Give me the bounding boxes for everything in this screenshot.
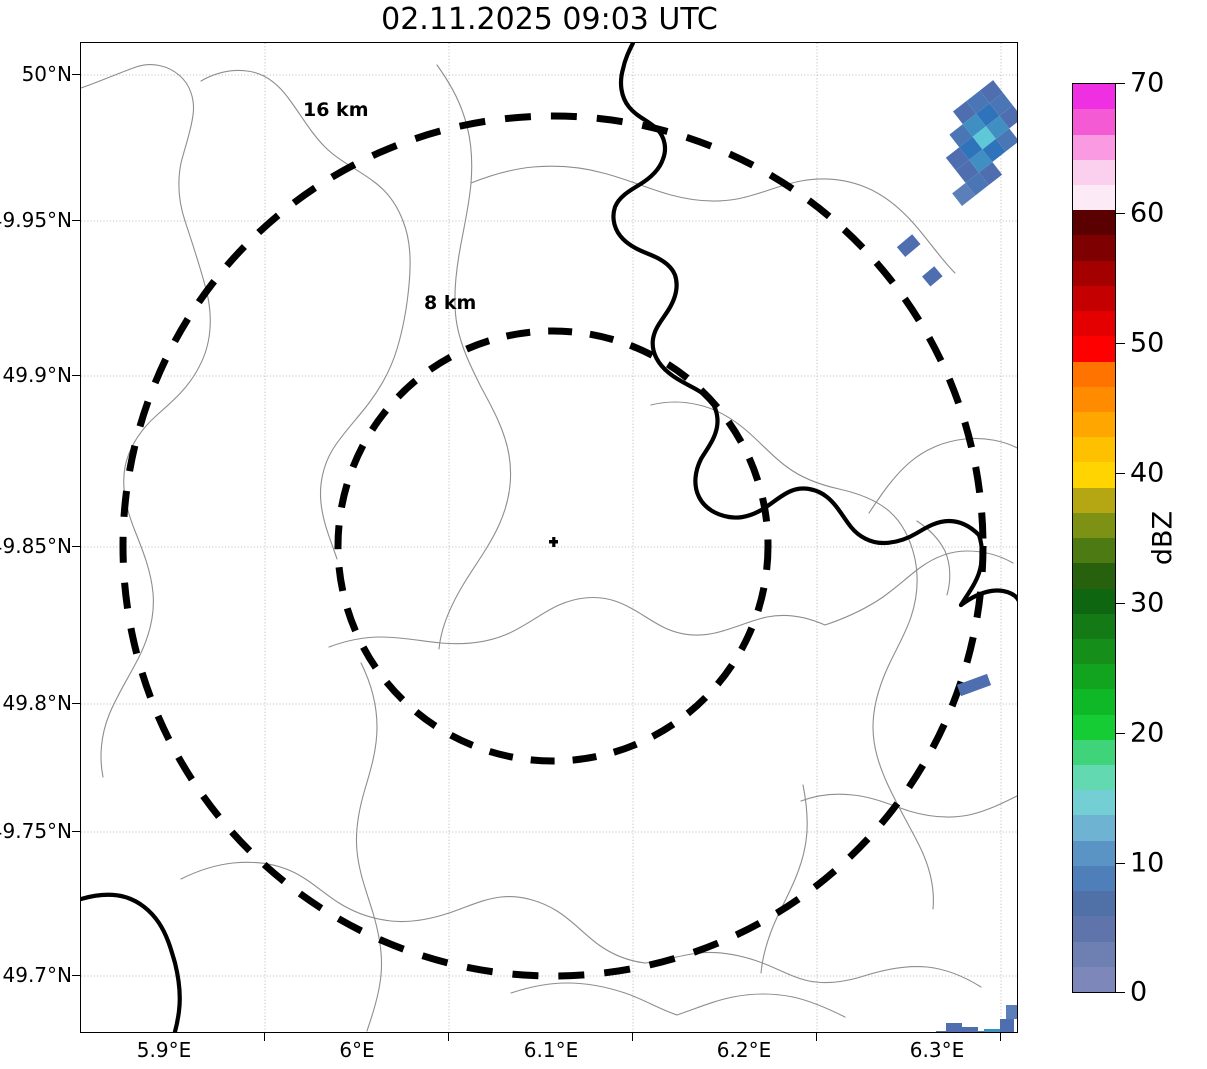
colorbar-band-23 <box>1073 386 1115 412</box>
cblabel-50: 50 <box>1130 327 1165 359</box>
range-ring-label-16km: 16 km <box>303 99 369 121</box>
xtick-mark-59 <box>264 1033 266 1041</box>
colorbar-band-22 <box>1073 411 1115 438</box>
colorbar-band-20 <box>1073 462 1115 488</box>
colorbar-band-34 <box>1073 109 1115 135</box>
ytick-label-499: 49.9°N <box>2 363 73 387</box>
colorbar-band-2 <box>1073 916 1115 942</box>
colorbar-band-17 <box>1073 538 1115 564</box>
gridlines <box>81 43 1017 1032</box>
echo-cluster-northeast <box>945 80 1017 206</box>
colorbar-band-25 <box>1073 336 1115 362</box>
colorbar-band-30 <box>1073 210 1115 236</box>
range-ring-16km <box>119 112 987 980</box>
map-plot-area[interactable] <box>80 42 1018 1033</box>
xtick-label-61: 6.1°E <box>523 1038 579 1062</box>
colorbar-band-12 <box>1073 664 1115 690</box>
colorbar-gradient <box>1072 83 1116 993</box>
cblabel-0: 0 <box>1130 976 1148 1008</box>
colorbar[interactable]: 70 60 50 40 30 20 10 0 <box>1072 68 1164 1008</box>
colorbar-band-27 <box>1073 285 1115 312</box>
colorbar-band-19 <box>1073 487 1115 513</box>
colorbar-band-3 <box>1073 891 1115 917</box>
ytick-label-50: 50°N <box>21 62 72 86</box>
range-ring-8km <box>334 327 772 765</box>
xtick-label-63: 6.3°E <box>909 1038 965 1062</box>
cbtick-0 <box>1116 992 1125 994</box>
echo-streak-east <box>956 673 992 697</box>
colorbar-band-28 <box>1073 260 1115 286</box>
cblabel-40: 40 <box>1130 457 1165 489</box>
xtick-label-59: 5.9°E <box>136 1038 192 1062</box>
cbtick-50 <box>1116 343 1125 345</box>
echo-speck-east-lower <box>922 266 943 287</box>
colorbar-band-16 <box>1073 563 1115 589</box>
ytick-mark-498 <box>72 703 80 705</box>
ytick-label-498: 49.8°N <box>2 691 73 715</box>
colorbar-band-24 <box>1073 361 1115 387</box>
cbtick-30 <box>1116 603 1125 605</box>
ytick-label-4995: 49.95°N <box>0 208 72 232</box>
cblabel-30: 30 <box>1130 587 1165 619</box>
cbtick-20 <box>1116 733 1125 735</box>
colorbar-band-1 <box>1073 941 1115 967</box>
colorbar-band-21 <box>1073 437 1115 463</box>
cblabel-70: 70 <box>1130 67 1165 99</box>
ytick-mark-4995 <box>72 220 80 222</box>
cbtick-40 <box>1116 473 1125 475</box>
figure-title: 02.11.2025 09:03 UTC <box>381 2 718 37</box>
colorbar-band-7 <box>1073 790 1115 816</box>
colorbar-band-29 <box>1073 235 1115 261</box>
range-ring-label-8km: 8 km <box>424 292 477 314</box>
cblabel-10: 10 <box>1130 847 1165 879</box>
xtick-mark-63 <box>1000 1033 1002 1041</box>
ytick-mark-497 <box>72 975 80 977</box>
radar-site-marker <box>549 537 558 547</box>
map-canvas <box>81 43 1017 1032</box>
colorbar-band-5 <box>1073 840 1115 866</box>
colorbar-band-9 <box>1073 739 1115 766</box>
echo-cluster-southeast <box>936 1005 1017 1032</box>
ytick-label-4975: 49.75°N <box>0 819 72 843</box>
colorbar-band-14 <box>1073 613 1115 639</box>
ytick-mark-499 <box>72 375 80 377</box>
colorbar-band-13 <box>1073 638 1115 665</box>
cbtick-60 <box>1116 213 1125 215</box>
ytick-mark-4985 <box>72 546 80 548</box>
ytick-label-4985: 49.85°N <box>0 534 72 558</box>
colorbar-band-33 <box>1073 134 1115 160</box>
ytick-mark-50 <box>72 74 80 76</box>
colorbar-band-15 <box>1073 588 1115 614</box>
colorbar-band-18 <box>1073 512 1115 539</box>
cbtick-70 <box>1116 83 1125 85</box>
ytick-label-497: 49.7°N <box>2 963 73 987</box>
colorbar-band-0 <box>1073 966 1115 992</box>
echo-speck-east-upper <box>896 234 921 258</box>
colorbar-band-6 <box>1073 815 1115 841</box>
colorbar-band-32 <box>1073 159 1115 185</box>
xtick-label-62: 6.2°E <box>716 1038 772 1062</box>
colorbar-band-4 <box>1073 865 1115 892</box>
xtick-mark-62 <box>816 1033 818 1041</box>
colorbar-band-11 <box>1073 689 1115 715</box>
cblabel-60: 60 <box>1130 197 1165 229</box>
colorbar-band-8 <box>1073 765 1115 791</box>
cbtick-10 <box>1116 863 1125 865</box>
colorbar-band-10 <box>1073 714 1115 740</box>
colorbar-band-31 <box>1073 185 1115 211</box>
ytick-mark-4975 <box>72 831 80 833</box>
admin-boundaries <box>81 64 1017 1032</box>
xtick-mark-60 <box>448 1033 450 1041</box>
colorbar-axis-label: dBZ <box>1147 510 1179 566</box>
xtick-label-60: 6°E <box>339 1038 375 1062</box>
national-border <box>81 43 1017 1032</box>
cblabel-20: 20 <box>1130 717 1165 749</box>
colorbar-band-35 <box>1073 84 1115 110</box>
xtick-mark-61 <box>632 1033 634 1041</box>
colorbar-band-26 <box>1073 311 1115 337</box>
